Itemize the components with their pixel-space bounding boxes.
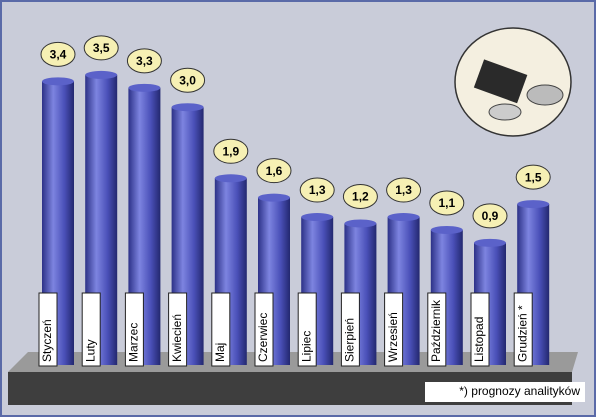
category-label: Październik	[429, 299, 443, 362]
value-label: 1,6	[266, 164, 283, 178]
bar-cap	[517, 200, 549, 208]
coin	[527, 85, 563, 105]
bar-cap	[128, 84, 160, 92]
bar-cap	[85, 71, 117, 79]
value-label: 3,3	[136, 54, 153, 68]
category-label: Listopad	[472, 317, 486, 362]
category-label: Wrzesień	[386, 312, 400, 362]
footnote: *) prognozy analityków	[459, 384, 580, 398]
category-label: Luty	[83, 339, 97, 362]
category-label: Lipiec	[299, 331, 313, 362]
bar-cap	[42, 77, 74, 85]
coin	[489, 104, 521, 120]
value-label: 3,5	[93, 41, 110, 55]
bar-cap	[431, 226, 463, 234]
bar-cap	[344, 219, 376, 227]
chart: *) prognozy analityków 3,4 Styczeń 3,5 Luty…	[0, 0, 596, 417]
value-label: 1,3	[395, 183, 412, 197]
value-label: 0,9	[482, 209, 499, 223]
bar-cap	[172, 103, 204, 111]
bar-cap	[215, 174, 247, 182]
bar-cap	[258, 194, 290, 202]
value-label: 1,1	[438, 196, 455, 210]
bar-cap	[301, 213, 333, 221]
value-label: 1,3	[309, 183, 326, 197]
value-label: 3,0	[179, 73, 196, 87]
bar-cap	[388, 213, 420, 221]
coin-icon	[455, 28, 571, 136]
value-label: 3,4	[50, 48, 67, 62]
category-label: Sierpień	[343, 318, 357, 362]
value-label: 1,5	[525, 170, 542, 184]
category-label: Czerwiec	[256, 313, 270, 362]
category-label: Styczeń	[40, 319, 54, 362]
value-label: 1,9	[222, 144, 239, 158]
category-label: Marzec	[127, 323, 141, 362]
value-label: 1,2	[352, 190, 369, 204]
category-label: Kwiecień	[170, 314, 184, 362]
category-label: Maj	[213, 343, 227, 362]
category-label: Grudzień *	[515, 305, 529, 362]
bar-cap	[474, 239, 506, 247]
